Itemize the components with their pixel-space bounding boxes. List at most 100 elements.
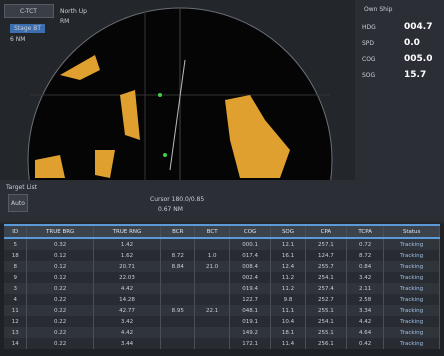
cell: 14 (4, 338, 28, 349)
cell (194, 272, 230, 283)
cell: 22.03 (93, 272, 162, 283)
cell: 22.1 (194, 305, 230, 316)
cell: 254.1 (305, 316, 348, 327)
field-value: 0.0 (404, 38, 420, 48)
cell: 019.4 (229, 283, 272, 294)
cell: 12.4 (270, 261, 306, 272)
table-row[interactable]: 3 0.22 4.42 019.4 11.2 257.4 2.11 Tracking (4, 283, 440, 294)
cell: 008.4 (229, 261, 272, 272)
cell: 8.72 (160, 250, 196, 261)
table-row[interactable]: 11 0.22 42.77 8.95 22.1 048.1 11.1 255.1 3.34 Tra… (4, 305, 440, 316)
table-header: ID TRUE BRG TRUE RNG BCR BCT COG SOG CPA TCPA Sta… (4, 224, 440, 239)
column-header[interactable]: TRUE RNG (93, 224, 162, 239)
field-value: 15.7 (404, 70, 427, 80)
column-header[interactable]: COG (229, 224, 272, 239)
cell: 0.42 (346, 338, 385, 349)
echo (60, 55, 100, 80)
cell: Tracking (383, 283, 440, 294)
vessel-box (4, 4, 54, 18)
vector (169, 59, 186, 171)
cell: Tracking (383, 238, 440, 250)
column-header[interactable]: TRUE BRG (26, 224, 94, 239)
cursor-info: Cursor 180.0/0.85 (150, 196, 205, 203)
cell: 11.4 (270, 338, 306, 349)
orientation: North Up (60, 8, 87, 15)
panel-title: Target List (6, 184, 37, 191)
cell: Tracking (383, 327, 440, 338)
cell: 149.2 (229, 327, 272, 338)
cell: 3 (4, 283, 28, 294)
range: 6 NM (10, 36, 26, 43)
cell: 122.7 (229, 294, 272, 305)
table-row[interactable]: 12 0.22 3.42 019.1 10.4 254.1 4.42 Tracking (4, 316, 440, 327)
target (158, 93, 162, 97)
cell: 0.22 (26, 294, 94, 305)
cell: 3.42 (346, 272, 385, 283)
cell: 0.12 (26, 261, 94, 272)
cell (160, 238, 196, 250)
cell: 0.72 (346, 238, 385, 250)
cell: 14.28 (93, 294, 162, 305)
cell: 4.42 (93, 327, 162, 338)
column-header[interactable]: BCR (160, 224, 196, 239)
cell: 048.1 (229, 305, 272, 316)
column-header[interactable]: ID (4, 224, 28, 239)
table-row[interactable]: 8 0.12 20.71 8.84 21.0 008.4 12.4 255.7 0.84 Trac… (4, 261, 440, 272)
cell: 1.0 (194, 250, 230, 261)
vessel: C-TCT (20, 8, 37, 15)
cell: 257.1 (305, 238, 348, 250)
cell: 1.42 (93, 238, 162, 250)
table-row[interactable]: 5 0.32 1.42 000.1 12.1 257.1 0.72 Tracking (4, 238, 440, 250)
table-row[interactable]: 14 0.22 3.44 172.1 11.4 256.1 0.42 Tracking (4, 338, 440, 349)
cell: 4.64 (346, 327, 385, 338)
cursor-sub: 0.67 NM (158, 206, 183, 213)
cell: 2.11 (346, 283, 385, 294)
column-header[interactable]: SOG (270, 224, 306, 239)
cell: 12.1 (270, 238, 306, 250)
cell: 42.77 (93, 305, 162, 316)
cell (160, 327, 196, 338)
cell (194, 294, 230, 305)
cell: 256.1 (305, 338, 348, 349)
table-row[interactable]: 18 0.12 1.62 8.72 1.0 017.4 16.1 124.7 8.72 Track… (4, 250, 440, 261)
cell (194, 283, 230, 294)
cell: 257.4 (305, 283, 348, 294)
cell: 13 (4, 327, 28, 338)
column-header[interactable]: BCT (194, 224, 230, 239)
cell: 0.84 (346, 261, 385, 272)
echo (225, 95, 290, 178)
mode-button[interactable] (8, 194, 28, 212)
column-header[interactable]: CPA (305, 224, 348, 239)
cell: 255.1 (305, 327, 348, 338)
cell: 3.44 (93, 338, 162, 349)
cell: 2.58 (346, 294, 385, 305)
field-label: SPD (362, 40, 375, 47)
cell: 172.1 (229, 338, 272, 349)
cell: 11 (4, 305, 28, 316)
cell: 4.42 (346, 316, 385, 327)
table-row[interactable]: 4 0.22 14.28 122.7 9.8 252.7 2.58 Tracking (4, 294, 440, 305)
table-row[interactable]: 13 0.22 4.42 149.2 18.1 255.1 4.64 Tracking (4, 327, 440, 338)
column-header[interactable]: TCPA (346, 224, 385, 239)
cell: 18 (4, 250, 28, 261)
column-header[interactable]: Status (383, 224, 440, 239)
cell: 019.1 (229, 316, 272, 327)
table-row[interactable]: 9 0.12 22.03 002.4 11.2 254.1 3.42 Tracking (4, 272, 440, 283)
bottom-panel (0, 180, 355, 222)
cell: Tracking (383, 261, 440, 272)
motion: RM (60, 18, 70, 25)
cell: Tracking (383, 305, 440, 316)
cell: 8 (4, 261, 28, 272)
cell: 0.22 (26, 283, 94, 294)
cell (194, 238, 230, 250)
mode[interactable]: Stage BT (10, 24, 46, 33)
cell: 3.42 (93, 316, 162, 327)
cell: 11.1 (270, 305, 306, 316)
cell: 0.32 (26, 238, 94, 250)
cell: 4.42 (93, 283, 162, 294)
cell: 0.22 (26, 316, 94, 327)
echo (95, 150, 115, 178)
target-table: ID TRUE BRG TRUE RNG BCR BCT COG SOG CPA TCPA Sta… (4, 224, 440, 349)
right-panel (355, 0, 444, 222)
mode[interactable]: Auto (11, 200, 25, 207)
